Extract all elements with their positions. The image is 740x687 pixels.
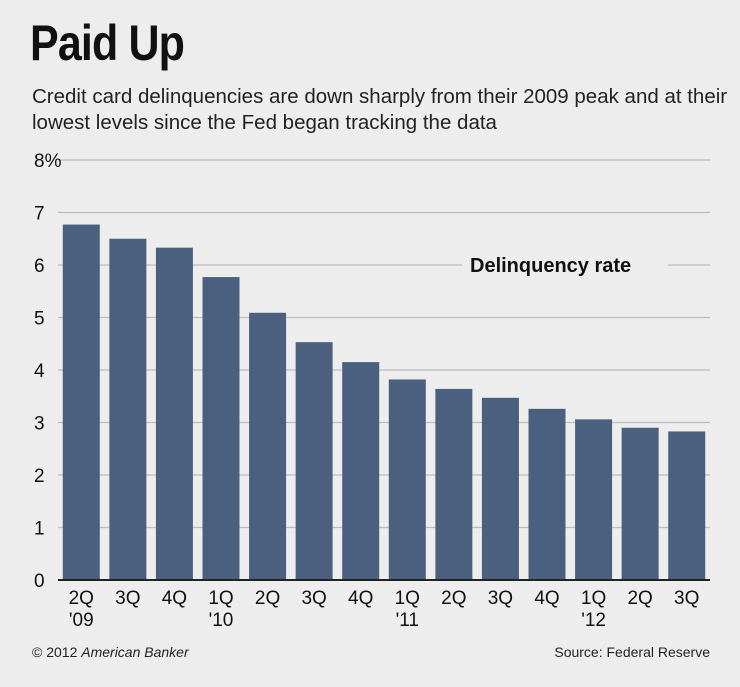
series-label: Delinquency rate <box>470 255 631 277</box>
y-tick-label: 6 <box>34 256 45 277</box>
bar <box>621 427 659 580</box>
x-tick-label: 1Q <box>395 588 420 609</box>
bars <box>62 224 706 581</box>
legend: Delinquency rate <box>462 249 668 279</box>
y-tick-label: 2 <box>34 466 45 487</box>
x-tick-label: 3Q <box>488 588 513 609</box>
publisher-name: American Banker <box>81 644 189 660</box>
x-tick-label: '10 <box>209 610 234 631</box>
y-axis-ticks: 0 1 2 3 4 5 6 7 8% <box>34 151 62 592</box>
bar <box>481 397 519 580</box>
x-tick-label: '09 <box>69 610 94 631</box>
x-tick-label: '11 <box>396 610 419 631</box>
bar <box>668 431 706 580</box>
x-tick-label: 4Q <box>162 588 187 609</box>
x-tick-label: 3Q <box>674 588 699 609</box>
bar <box>342 362 380 580</box>
copyright-text: © 2012 <box>32 644 78 660</box>
bar <box>249 312 287 580</box>
y-tick-label: 4 <box>34 361 45 382</box>
bar <box>435 388 473 580</box>
bar <box>109 238 147 580</box>
x-tick-label: 4Q <box>348 588 373 609</box>
x-tick-label: 2Q <box>255 588 280 609</box>
legend-backdrop <box>462 249 668 279</box>
y-tick-label: 1 <box>34 519 45 540</box>
x-tick-label: 1Q <box>581 588 606 609</box>
bar <box>388 379 426 580</box>
y-tick-label: 3 <box>34 414 45 435</box>
bar <box>155 247 193 581</box>
x-tick-label: 4Q <box>534 588 559 609</box>
x-tick-label: 2Q <box>441 588 466 609</box>
x-tick-label: 3Q <box>301 588 326 609</box>
x-tick-label: 3Q <box>115 588 140 609</box>
copyright-credit: © 2012 American Banker <box>32 644 189 660</box>
bar <box>202 277 240 580</box>
gridlines <box>58 159 710 529</box>
y-tick-label: 0 <box>34 571 45 592</box>
bar <box>295 342 333 580</box>
y-tick-label: 8% <box>34 151 62 172</box>
bar <box>575 419 613 580</box>
chart-subtitle: Credit card delinquencies are down sharp… <box>32 85 728 134</box>
x-tick-label: '12 <box>581 610 606 631</box>
x-tick-label: 1Q <box>208 588 233 609</box>
x-tick-label: 2Q <box>627 588 652 609</box>
y-tick-label: 7 <box>34 204 45 225</box>
x-tick-label: 2Q <box>69 588 94 609</box>
source-note: Source: Federal Reserve <box>554 644 710 660</box>
bar <box>528 408 566 580</box>
chart-title: Paid Up <box>30 15 185 71</box>
bar <box>62 224 100 580</box>
y-tick-label: 5 <box>34 309 45 330</box>
